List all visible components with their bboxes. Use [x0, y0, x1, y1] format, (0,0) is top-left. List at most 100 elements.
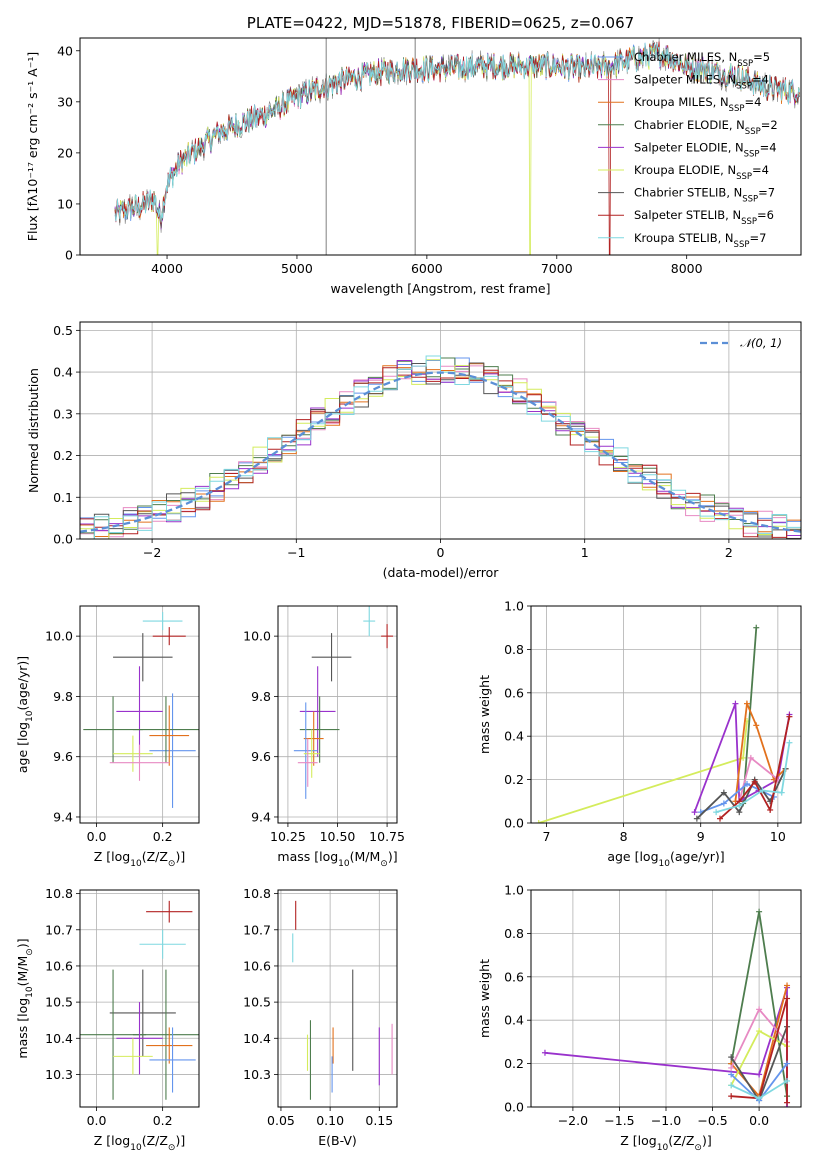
mass_weight_vs_z-ytick-label: 0.0 — [504, 1100, 524, 1115]
mass_weight_vs_z-ytick-label: 0.4 — [504, 1013, 524, 1028]
mass_vs_ebv-ytick-label: 10.8 — [243, 886, 271, 901]
age_vs_z-ytick-label: 9.6 — [53, 749, 73, 764]
age_vs_z-ytick-label: 9.4 — [53, 809, 73, 824]
mass_vs_z-axes: 0.0 0.2 10.3 10.4 10.5 10.6 10.7 10.8 Z [log10(Z… — [15, 886, 199, 1153]
mass_vs_ebv-points — [293, 901, 392, 1100]
mass_vs_z-ytick-label: 10.6 — [45, 958, 73, 973]
spectrum-xtick-label: 5000 — [281, 261, 313, 276]
mass_weight_vs_z-xtick-label: −1.0 — [651, 1113, 681, 1128]
residuals-ytick-label: 0.4 — [53, 365, 73, 380]
mass_weight_vs_age-xtick-label: 10 — [770, 829, 786, 844]
age_vs_z-points — [83, 612, 199, 808]
age_vs_mass-points — [294, 606, 393, 799]
age_vs_mass-point-salpeter_stelib — [381, 624, 393, 648]
spectrum-ytick-label: 10 — [57, 196, 73, 211]
age_vs_mass-xlabel: mass [log10(M/M⊙)] — [277, 849, 397, 869]
legend-entry-kroupa_stelib: Kroupa STELIB, NSSP=7 — [634, 231, 766, 250]
spectrum-ytick-label: 40 — [57, 43, 73, 58]
spectrum-title: PLATE=0422, MJD=51878, FIBERID=0625, z=0… — [247, 14, 634, 32]
mass_vs_z-point-kroupa_stelib — [140, 930, 186, 959]
spectrum-series-data_gray — [115, 39, 799, 233]
mass_weight_vs_age-xtick-label: 9 — [697, 829, 705, 844]
figure: 4000 5000 6000 7000 8000010203040wavelength … — [0, 0, 819, 1170]
mass_vs_z-ylabel: mass [log10(M/M⊙)] — [15, 938, 35, 1058]
residuals-ytick-label: 0.0 — [53, 532, 73, 547]
mass_weight_vs_age-ytick-label: 0.0 — [504, 816, 524, 831]
spectrum-xtick-label: 8000 — [671, 261, 703, 276]
mass_weight_vs_age-ytick-label: 0.4 — [504, 729, 524, 744]
mass_vs_ebv-xtick-label: 0.05 — [267, 1113, 295, 1128]
age_vs_mass-point-salpeter_miles — [298, 739, 318, 787]
spectrum-xtick-label: 4000 — [151, 261, 183, 276]
spectrum-xtick-label: 7000 — [541, 261, 573, 276]
age_vs_z-point-salpeter_elodie — [116, 666, 162, 756]
mass_vs_z-ytick-label: 10.4 — [45, 1031, 73, 1046]
mass_weight_vs_z-ytick-label: 0.8 — [504, 926, 524, 941]
age_vs_mass-ytick-label: 10.0 — [243, 629, 271, 644]
mass_weight_vs_age-xtick-label: 7 — [542, 829, 550, 844]
mass_weight_vs_z-ytick-label: 0.6 — [504, 969, 524, 984]
residuals-axes: −2 −1 0 1 2 0.0 0.1 0.2 0.3 0.4 0.5 (data-model)/er… — [26, 322, 801, 580]
age_vs_z-point-chabrier_miles — [149, 693, 195, 808]
mass_vs_z-xlabel: Z [log10(Z/Z⊙)] — [94, 1133, 185, 1153]
mass_weight_vs_z-xtick-label: −0.5 — [697, 1113, 727, 1128]
mass_weight_vs_z-xtick-label: 0.0 — [749, 1113, 769, 1128]
residuals-legend: 𝒩(0, 1) — [700, 336, 782, 350]
spectrum-xlabel: wavelength [Angstrom, rest frame] — [330, 281, 550, 296]
mass_weight_vs_age-ylabel: mass weight — [477, 675, 492, 754]
residuals-ytick-label: 0.3 — [53, 406, 73, 421]
mass_weight_vs_age-ytick-label: 0.8 — [504, 642, 524, 657]
mass_vs_ebv-xtick-label: 0.10 — [316, 1113, 344, 1128]
age_vs_mass-xtick-label: 10.50 — [320, 829, 356, 844]
mass_vs_ebv-ytick-label: 10.6 — [243, 958, 271, 973]
legend-entry-normal: 𝒩(0, 1) — [740, 336, 782, 350]
mass_vs_ebv-ytick-label: 10.7 — [243, 922, 271, 937]
residuals-xtick-label: 1 — [581, 545, 589, 560]
age_vs_z-ytick-label: 9.8 — [53, 689, 73, 704]
mass_vs_z-point-chabrier_miles — [149, 1027, 195, 1092]
age_vs_z-point-chabrier_elodie — [133, 696, 199, 762]
age_vs_mass-xtick-label: 10.75 — [369, 829, 405, 844]
spectrum-ytick-label: 0 — [65, 248, 73, 263]
mass_weight_vs_age-xlabel: age [log10(age/yr)] — [607, 849, 724, 869]
mass_weight_vs_age-series-kroupa_elodie — [536, 718, 750, 826]
mass_vs_z-xtick-label: 0.2 — [153, 1113, 173, 1128]
mass_weight_vs_age-series-salpeter_stelib — [717, 714, 792, 822]
mass_vs_ebv-axes: 0.05 0.10 0.1510.310.410.510.610.710.8E(B-… — [243, 886, 397, 1148]
spectrum-ytick-label: 30 — [57, 94, 73, 109]
legend-entry-chabrier_stelib: Chabrier STELIB, NSSP=7 — [634, 186, 775, 205]
age_vs_mass-point-salpeter_elodie — [300, 666, 336, 756]
age_vs_z-xtick-label: 0.0 — [87, 829, 107, 844]
mass_weight_vs_z-ytick-label: 1.0 — [504, 883, 524, 898]
legend-entry-chabrier_elodie: Chabrier ELODIE, NSSP=2 — [634, 118, 778, 137]
age_vs_z-point-salpeter_miles — [110, 745, 170, 781]
age_vs_z-xtick-label: 0.2 — [153, 829, 173, 844]
age_vs_z-xlabel: Z [log10(Z/Z⊙)] — [94, 849, 185, 869]
mass_weight_vs_age-ytick-label: 1.0 — [504, 599, 524, 614]
age_vs_mass-ytick-label: 9.8 — [251, 689, 271, 704]
mass_weight_vs_age-ytick-label: 0.2 — [504, 772, 524, 787]
legend-entry-kroupa_miles: Kroupa MILES, NSSP=4 — [634, 95, 761, 114]
age_vs_mass-grid — [278, 606, 397, 823]
mass_vs_ebv-ytick-label: 10.4 — [243, 1031, 271, 1046]
age_vs_z-point-kroupa_stelib — [143, 612, 183, 630]
mass_vs_z-xtick-label: 0.0 — [87, 1113, 107, 1128]
mass_vs_z-ytick-label: 10.8 — [45, 886, 73, 901]
legend-entry-kroupa_elodie: Kroupa ELODIE, NSSP=4 — [634, 163, 769, 182]
age_vs_mass-ytick-label: 9.4 — [251, 809, 271, 824]
mass_weight_vs_z-ytick-label: 0.2 — [504, 1056, 524, 1071]
spectrum-xtick-label: 6000 — [411, 261, 443, 276]
spectrum-ylabel: Flux [fλ10⁻¹⁷ erg cm⁻² s⁻¹ A⁻¹] — [25, 52, 40, 241]
residuals-ytick-label: 0.5 — [53, 323, 73, 338]
mass_vs_z-ytick-label: 10.3 — [45, 1067, 73, 1082]
age_vs_z-point-chabrier_stelib — [113, 633, 173, 681]
age_vs_mass-point-kroupa_miles — [304, 711, 324, 765]
mass_weight_vs_age-ytick-label: 0.6 — [504, 685, 524, 700]
mass_weight_vs_age-xtick-label: 8 — [620, 829, 628, 844]
mass_vs_ebv-ytick-label: 10.3 — [243, 1067, 271, 1082]
residuals-xtick-label: 2 — [725, 545, 733, 560]
mass_vs_ebv-xlabel: E(B-V) — [318, 1133, 357, 1148]
age_vs_z-ylabel: age [log10(age/yr)] — [15, 656, 35, 773]
mass_vs_z-points — [80, 901, 199, 1100]
age_vs_z-ytick-label: 10.0 — [45, 629, 73, 644]
